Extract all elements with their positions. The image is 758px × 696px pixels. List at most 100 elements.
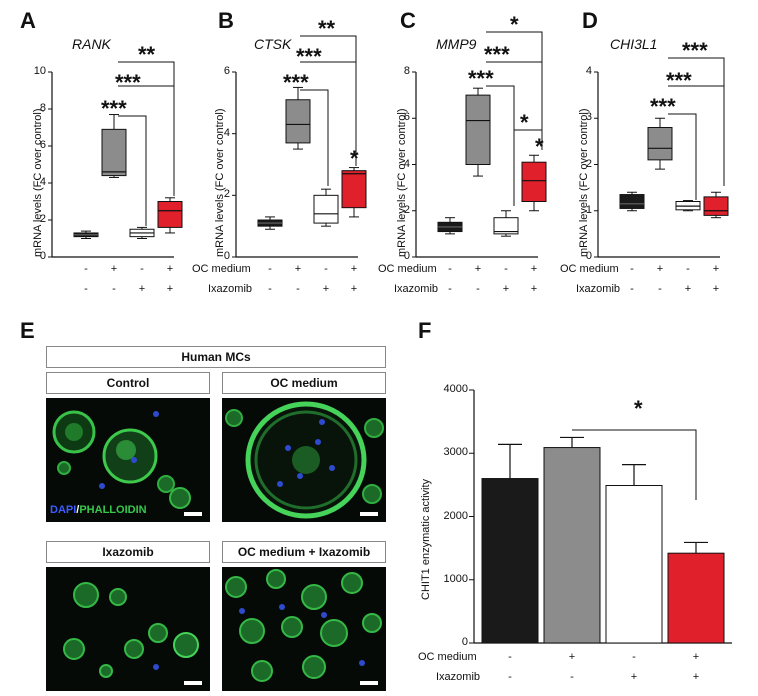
f-y-tick-label: 3000	[443, 446, 468, 459]
ixa-sign-D-3: +	[712, 283, 720, 295]
gene-title-c: MMP9	[436, 36, 477, 52]
box-plots-svg	[48, 31, 729, 258]
oc-medium-title: OC medium	[222, 372, 386, 394]
oc-sign-D-3: +	[712, 263, 720, 275]
oc-sign-B-2: -	[324, 263, 328, 275]
panel-label-b: B	[218, 8, 234, 33]
micrograph-oc-ixazomib-image	[225, 569, 382, 682]
sig-bracket-B	[300, 89, 329, 186]
sig-stars-B: *	[350, 146, 359, 171]
y-tick-label-D: 0	[585, 250, 592, 262]
oc-sign-B-3: +	[350, 263, 358, 275]
row-label-oc-D: OC medium	[560, 263, 619, 275]
f-sig-bracket	[572, 429, 697, 500]
micrograph-control: DAPI/PHALLOIDIN	[46, 398, 210, 522]
row-label-ixa-C: Ixazomib	[394, 283, 439, 295]
panel-label-a: A	[20, 8, 36, 33]
ixa-sign-C-1: -	[476, 283, 480, 295]
f-ixa-sign-1: -	[570, 671, 574, 683]
y-axis-label-C: mRNA levels (FC over control)	[396, 108, 408, 257]
micrograph-oc-ixazomib	[222, 567, 386, 691]
control-title: Control	[46, 372, 210, 394]
ixa-sign-A-0: -	[84, 283, 88, 295]
sig-stars-C: ***	[484, 42, 510, 67]
y-tick-label-B: 2	[223, 188, 230, 201]
oc-sign-B-1: +	[294, 263, 302, 275]
f-ixa-sign-0: -	[508, 671, 512, 683]
box-C-1	[465, 94, 491, 165]
y-tick-label-B: 6	[223, 65, 230, 77]
y-tick-label-D: 1	[585, 203, 592, 216]
ixa-sign-B-0: -	[268, 283, 272, 295]
sig-stars-D: ***	[682, 38, 708, 63]
panel-label-e: E	[20, 318, 35, 343]
ixa-sign-B-1: -	[296, 283, 300, 295]
y-tick-label-A: 10	[33, 65, 46, 77]
sig-stars-D: ***	[666, 68, 692, 93]
sig-stars-A: ***	[115, 70, 141, 95]
gene-title-d: CHI3L1	[610, 36, 658, 52]
f-y-tick-label: 0	[461, 636, 468, 648]
stain-legend: DAPI/PHALLOIDIN	[50, 504, 147, 516]
y-tick-label-B: 0	[223, 250, 230, 262]
stain-dapi: DAPI	[50, 504, 77, 516]
micrograph-ixazomib-image	[63, 582, 199, 678]
gene-title-a: RANK	[72, 36, 111, 52]
y-tick-label-A: 0	[39, 250, 46, 262]
f-oc-sign-2: -	[632, 651, 636, 663]
f-y-tick-label: 1000	[443, 572, 468, 585]
ixa-sign-C-0: -	[448, 283, 452, 295]
f-sig-star: *	[634, 396, 643, 421]
ixa-sign-C-2: +	[502, 283, 510, 295]
box-C-3	[521, 161, 547, 202]
f-oc-sign-0: -	[508, 651, 512, 663]
panel-label-f: F	[418, 318, 432, 343]
sig-stars-B: ***	[283, 70, 309, 95]
oc-sign-D-1: +	[656, 263, 664, 275]
ixa-sign-D-2: +	[684, 283, 692, 295]
f-row-label-ixa: Ixazomib	[436, 671, 481, 683]
sig-bracket-A	[118, 61, 175, 196]
panel-label-c: C	[400, 8, 416, 33]
f-y-tick-label: 2000	[443, 509, 468, 522]
row-label-ixa-B: Ixazomib	[208, 283, 253, 295]
panel-label-d: D	[582, 8, 598, 33]
y-tick-label-D: 3	[585, 111, 592, 124]
f-y-axis-label: CHIT1 enzymatic activity	[420, 478, 432, 600]
scale-bar	[360, 681, 378, 685]
stain-separator: /	[76, 504, 80, 516]
oc-sign-C-2: -	[504, 263, 508, 275]
f-ixa-sign-3: +	[692, 671, 700, 683]
box-B-1	[285, 99, 311, 144]
ixa-sign-A-2: +	[138, 283, 146, 295]
box-D-1	[647, 127, 673, 161]
oc-sign-A-3: +	[166, 263, 174, 275]
sig-bracket-C	[514, 129, 543, 150]
y-tick-label-C: 6	[403, 111, 410, 124]
f-bar-0	[481, 478, 539, 644]
y-tick-label-C: 8	[403, 65, 410, 77]
y-tick-label-A: 6	[39, 139, 46, 151]
ixa-sign-B-2: +	[322, 283, 330, 295]
stain-phalloidin: PHALLOIDIN	[79, 504, 147, 516]
box-A-1	[101, 128, 127, 177]
ixa-sign-C-3: +	[530, 283, 538, 295]
oc-sign-C-3: +	[530, 263, 538, 275]
oc-sign-B-0: -	[268, 263, 272, 275]
f-oc-sign-3: +	[692, 651, 700, 663]
sig-stars-A: ***	[101, 96, 127, 121]
y-tick-label-B: 4	[223, 126, 230, 139]
box-D-3	[703, 196, 729, 216]
ixa-sign-B-3: +	[350, 283, 358, 295]
oc-sign-A-1: +	[110, 263, 118, 275]
box-A-3	[157, 201, 183, 228]
y-tick-label-D: 4	[585, 65, 592, 77]
y-tick-label-A: 4	[39, 176, 46, 188]
ixazomib-title: Ixazomib	[46, 541, 210, 563]
sig-bracket-C	[486, 85, 515, 206]
row-label-ixa-D: Ixazomib	[576, 283, 621, 295]
sig-stars-C: *	[510, 12, 519, 37]
sig-stars-C: *	[535, 134, 544, 159]
f-oc-sign-1: +	[568, 651, 576, 663]
scale-bar	[184, 512, 202, 516]
